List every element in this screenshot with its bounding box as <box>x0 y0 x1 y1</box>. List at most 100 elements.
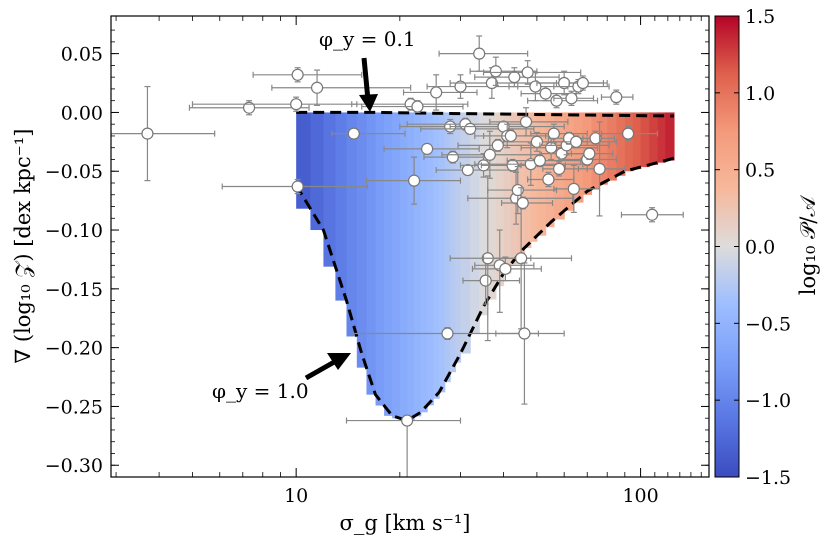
heatmap-cell <box>640 112 650 168</box>
marker <box>430 86 443 99</box>
y-tick-label: −0.30 <box>45 455 103 477</box>
data-point <box>600 125 659 142</box>
heatmap-cell <box>323 112 337 267</box>
heatmap-cell <box>392 112 401 419</box>
marker <box>539 87 552 100</box>
colorbar-tick-label: 1.0 <box>745 83 775 105</box>
marker <box>141 127 154 140</box>
annotation-arrow-phi-1-0 <box>304 358 338 381</box>
heatmap-cell <box>455 112 462 363</box>
marker <box>242 101 256 114</box>
data-point <box>582 130 616 146</box>
heatmap-cell <box>439 112 446 393</box>
marker <box>518 327 531 340</box>
data-point <box>600 89 634 105</box>
marker <box>645 208 659 221</box>
heatmap-cell <box>384 112 393 416</box>
marker <box>550 94 563 107</box>
heatmap-cell <box>665 112 675 161</box>
data-point <box>550 135 617 149</box>
data-point <box>435 163 517 177</box>
heatmap-cell <box>310 112 325 231</box>
heatmap-cell <box>460 112 471 354</box>
y-tick-label: −0.10 <box>45 220 103 242</box>
marker <box>533 154 546 167</box>
colorbar-tick-label: −1.5 <box>745 467 791 489</box>
heatmap-cell <box>495 112 505 287</box>
heatmap-cell <box>545 112 555 228</box>
curve-phi-1-0 <box>294 156 675 423</box>
marker <box>401 414 414 427</box>
marker <box>552 162 566 175</box>
y-tick-label: −0.15 <box>45 279 103 301</box>
data-point <box>482 187 573 330</box>
heatmap-cell <box>657 112 666 163</box>
data-point <box>480 158 567 172</box>
data-point <box>489 107 569 137</box>
data-point <box>570 147 614 161</box>
heatmap-cell <box>632 112 642 170</box>
colorbar-tick-label: 1.5 <box>745 6 775 28</box>
annotation-arrowhead-phi-0-1 <box>359 94 378 112</box>
marker <box>583 147 596 160</box>
marker <box>491 139 504 152</box>
heatmap-cell <box>420 112 428 413</box>
marker <box>542 173 555 186</box>
marker <box>593 162 606 175</box>
annotation-phi-1-0: φ_y = 1.0 <box>212 379 309 403</box>
marker <box>515 252 528 265</box>
data-point <box>501 196 554 210</box>
data-point <box>345 414 462 477</box>
data-point <box>111 85 216 182</box>
marker <box>291 180 304 193</box>
y-tick-label: −0.20 <box>45 338 103 360</box>
marker <box>483 148 496 161</box>
colorbar-ticks: 1.5 1.0 0.5 0.0 −0.5 −1.0 −1.5 <box>715 6 791 489</box>
data-point <box>471 256 542 282</box>
data-point <box>331 127 406 141</box>
heatmap-cell <box>375 112 385 406</box>
data-point <box>438 35 529 72</box>
annotation-arrowhead-phi-1-0 <box>327 353 351 370</box>
heatmap-cell <box>414 112 422 417</box>
annotation-arrow-phi-0-1 <box>361 57 371 101</box>
heatmap-cell <box>487 112 497 300</box>
annotation-phi-0-1: φ_y = 0.1 <box>319 27 416 51</box>
marker <box>504 129 517 143</box>
data-point <box>568 75 605 91</box>
annotations: φ_y = 0.1 φ_y = 1.0 <box>212 27 416 403</box>
heatmap-cell <box>503 112 512 274</box>
marker <box>454 80 467 93</box>
marker <box>347 127 360 140</box>
heatmap-cell <box>616 112 626 176</box>
marker <box>529 80 542 93</box>
heatmap-cell <box>517 112 526 256</box>
marker <box>547 127 560 140</box>
heatmap-cell <box>450 112 457 373</box>
axis-ticks: 0.05 0.00 −0.05 −0.10 −0.15 −0.20 −0.25 −0.30 10… <box>45 16 709 507</box>
heatmap-cell <box>599 112 608 185</box>
heatmap-cell <box>335 112 348 301</box>
marker <box>610 91 623 104</box>
heatmap-cell <box>296 112 312 209</box>
marker <box>521 66 534 79</box>
plot-frame <box>110 15 710 478</box>
data-point <box>506 154 582 168</box>
heatmap-cell <box>607 112 617 181</box>
marker <box>421 142 434 155</box>
heatmap-cell <box>356 112 368 368</box>
data-point <box>495 262 565 405</box>
data-point <box>474 67 560 88</box>
y-tick-label: 0.00 <box>61 102 103 124</box>
y-tick-label: −0.05 <box>45 161 103 183</box>
data-point <box>520 85 577 102</box>
marker <box>499 262 512 275</box>
data-point <box>361 100 464 114</box>
y-tick-label: 0.05 <box>61 44 103 66</box>
data-point <box>530 123 588 144</box>
heatmap-cell <box>366 112 377 395</box>
y-tick-label: −0.25 <box>45 396 103 418</box>
colorbar-tick-label: 0.5 <box>745 160 775 182</box>
marker <box>570 135 583 148</box>
heatmap-cell <box>479 112 489 316</box>
